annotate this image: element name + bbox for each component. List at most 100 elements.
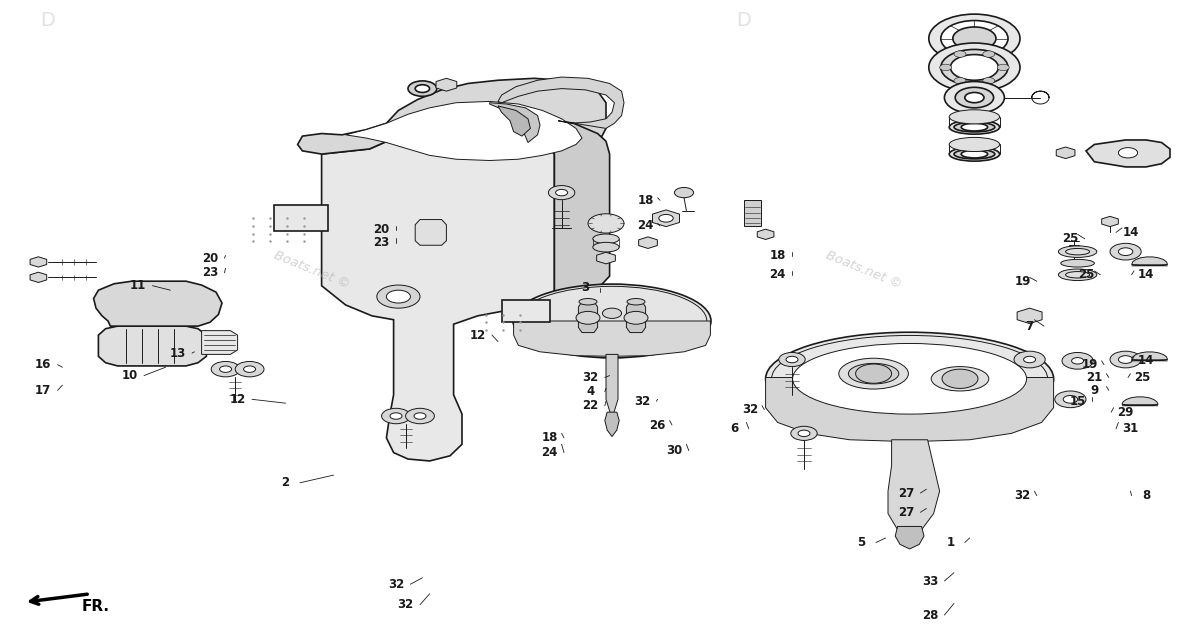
Circle shape: [1118, 148, 1138, 158]
Circle shape: [588, 214, 624, 233]
Circle shape: [415, 85, 430, 92]
Circle shape: [548, 186, 575, 200]
Text: 32: 32: [1014, 489, 1031, 502]
Polygon shape: [757, 229, 774, 239]
Polygon shape: [94, 281, 222, 326]
Circle shape: [965, 92, 984, 103]
Circle shape: [954, 51, 966, 57]
Text: 32: 32: [742, 403, 758, 416]
Ellipse shape: [961, 123, 988, 131]
Circle shape: [940, 64, 952, 71]
Text: 23: 23: [373, 236, 390, 249]
Text: 27: 27: [898, 487, 914, 499]
Ellipse shape: [931, 367, 989, 391]
Ellipse shape: [949, 110, 1000, 124]
Circle shape: [1024, 356, 1036, 363]
Text: 32: 32: [388, 578, 404, 591]
Ellipse shape: [593, 243, 619, 252]
Polygon shape: [436, 78, 457, 91]
Circle shape: [390, 413, 402, 419]
Text: 9: 9: [1091, 384, 1098, 397]
Circle shape: [929, 14, 1020, 63]
Ellipse shape: [1058, 246, 1097, 257]
Text: 17: 17: [35, 384, 52, 397]
Circle shape: [983, 78, 995, 84]
Text: 20: 20: [373, 223, 390, 236]
Polygon shape: [30, 272, 47, 282]
Circle shape: [408, 81, 437, 96]
Polygon shape: [653, 210, 679, 227]
Text: 20: 20: [202, 252, 218, 265]
Polygon shape: [1086, 140, 1170, 167]
Text: 32: 32: [397, 598, 414, 611]
Polygon shape: [1132, 257, 1168, 266]
Circle shape: [1014, 351, 1045, 368]
Polygon shape: [1018, 308, 1042, 324]
Circle shape: [798, 430, 810, 437]
Circle shape: [235, 361, 264, 377]
Ellipse shape: [628, 299, 646, 305]
Polygon shape: [514, 321, 710, 356]
Text: 10: 10: [121, 369, 138, 382]
Circle shape: [950, 55, 998, 80]
Polygon shape: [498, 77, 624, 128]
Ellipse shape: [949, 120, 1000, 134]
Circle shape: [220, 366, 232, 372]
Bar: [502, 300, 550, 322]
Circle shape: [211, 361, 240, 377]
Text: 32: 32: [582, 371, 599, 384]
Polygon shape: [605, 412, 619, 437]
Text: 24: 24: [769, 268, 786, 281]
Circle shape: [955, 87, 994, 108]
Text: 27: 27: [898, 506, 914, 519]
Ellipse shape: [766, 333, 1054, 426]
Ellipse shape: [949, 147, 1000, 161]
Polygon shape: [346, 101, 582, 160]
Circle shape: [244, 366, 256, 372]
Text: 26: 26: [649, 419, 666, 431]
Circle shape: [674, 187, 694, 198]
Text: 1: 1: [947, 536, 954, 549]
Ellipse shape: [593, 234, 619, 244]
Text: 29: 29: [1117, 406, 1134, 419]
Circle shape: [929, 43, 1020, 92]
Polygon shape: [498, 106, 530, 136]
Circle shape: [1118, 356, 1133, 363]
Circle shape: [983, 51, 995, 57]
Ellipse shape: [514, 284, 710, 358]
Bar: [744, 200, 761, 226]
Ellipse shape: [954, 149, 995, 159]
Ellipse shape: [1066, 272, 1090, 278]
Circle shape: [1072, 358, 1084, 364]
Text: 25: 25: [1134, 371, 1151, 384]
Text: 19: 19: [1081, 358, 1098, 371]
Polygon shape: [322, 123, 554, 461]
Text: FR.: FR.: [82, 599, 109, 614]
Text: 16: 16: [35, 358, 52, 371]
Circle shape: [791, 426, 817, 440]
Circle shape: [624, 311, 648, 324]
Text: 31: 31: [1122, 422, 1139, 435]
Circle shape: [1055, 391, 1086, 408]
Circle shape: [659, 214, 673, 222]
Ellipse shape: [580, 299, 598, 305]
Circle shape: [941, 21, 1008, 56]
Polygon shape: [578, 302, 598, 333]
Circle shape: [1118, 248, 1133, 256]
Circle shape: [941, 49, 1008, 85]
Circle shape: [1110, 243, 1141, 260]
Polygon shape: [298, 78, 606, 154]
Text: 4: 4: [587, 385, 594, 398]
Ellipse shape: [839, 358, 908, 389]
Polygon shape: [1132, 352, 1168, 361]
Circle shape: [786, 356, 798, 363]
Polygon shape: [490, 103, 540, 143]
Text: Boats.net ©: Boats.net ©: [272, 248, 352, 291]
Text: 13: 13: [169, 347, 186, 360]
Ellipse shape: [961, 150, 988, 158]
Text: 14: 14: [1138, 268, 1154, 281]
Bar: [274, 205, 328, 231]
Ellipse shape: [949, 137, 1000, 152]
Circle shape: [997, 64, 1009, 71]
Polygon shape: [546, 121, 610, 297]
